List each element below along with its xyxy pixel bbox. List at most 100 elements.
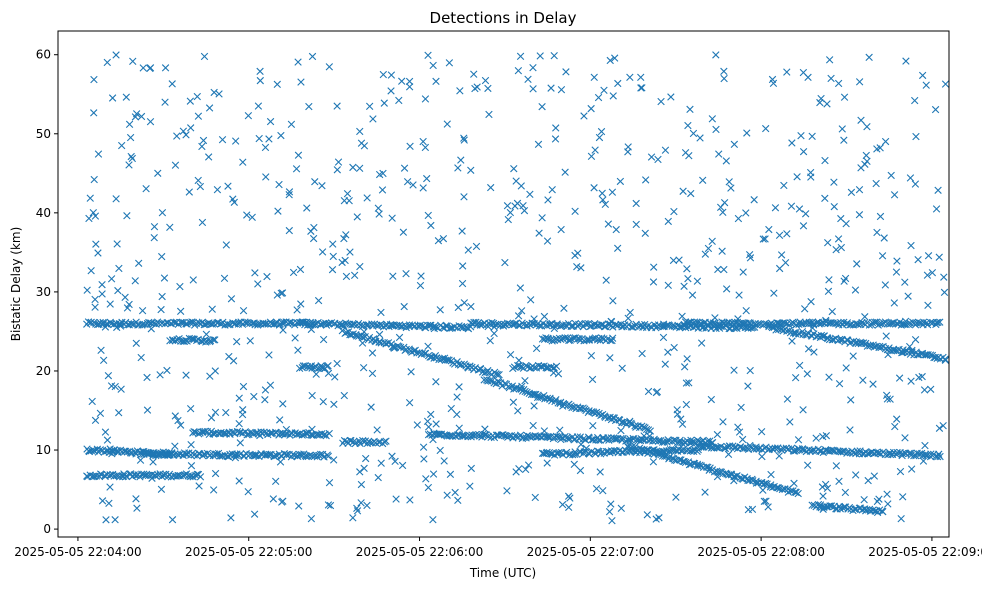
detection-marker: [154, 169, 162, 177]
detection-marker: [746, 254, 755, 262]
detection-marker: [254, 102, 263, 110]
detection-marker: [547, 84, 555, 92]
detection-marker: [445, 59, 454, 67]
detection-marker: [931, 105, 940, 114]
detection-marker: [608, 188, 617, 196]
detection-marker: [924, 301, 932, 310]
detection-marker: [349, 514, 357, 522]
detection-marker: [538, 102, 546, 111]
detection-marker: [106, 483, 114, 491]
detection-marker: [821, 194, 829, 203]
detection-marker: [365, 102, 374, 111]
detection-marker: [750, 196, 758, 204]
detection-marker: [641, 229, 649, 237]
detection-marker: [400, 164, 409, 172]
detection-marker: [405, 398, 414, 407]
detection-marker: [765, 225, 773, 234]
detection-marker: [176, 471, 184, 480]
detection-marker: [490, 323, 498, 331]
detection-marker: [285, 226, 293, 235]
detection-marker: [263, 272, 271, 281]
detection-marker: [227, 514, 235, 522]
detection-marker: [340, 234, 348, 243]
detection-marker: [649, 458, 658, 466]
detection-marker: [687, 436, 695, 445]
detection-marker: [367, 403, 375, 411]
detection-marker: [786, 418, 794, 426]
detection-marker: [738, 435, 747, 444]
detection-marker: [543, 459, 551, 467]
detection-marker: [87, 447, 96, 455]
detection-marker: [744, 506, 753, 514]
detection-marker: [309, 234, 318, 243]
detection-marker: [445, 356, 453, 364]
detection-marker: [708, 237, 716, 245]
detection-marker: [127, 152, 135, 161]
detection-marker: [358, 333, 366, 341]
detection-marker: [561, 334, 569, 342]
detection-marker: [906, 174, 915, 182]
detection-marker: [91, 416, 100, 425]
detection-marker: [176, 421, 185, 429]
detection-marker: [822, 316, 830, 325]
detection-marker: [655, 436, 663, 445]
detection-marker: [746, 441, 754, 450]
detection-marker: [531, 493, 539, 502]
detection-marker: [362, 454, 370, 463]
detection-marker: [424, 483, 433, 492]
detection-marker: [137, 353, 145, 362]
detection-marker: [733, 472, 741, 480]
detection-marker: [357, 480, 366, 489]
detection-marker: [804, 345, 813, 353]
detection-marker: [617, 504, 625, 512]
detection-marker: [697, 319, 706, 328]
detection-marker: [612, 225, 620, 234]
detection-marker: [218, 135, 227, 144]
detection-marker: [808, 132, 816, 141]
detection-marker: [429, 61, 437, 70]
detection-marker: [388, 321, 396, 329]
detection-marker: [173, 132, 181, 140]
detection-marker: [194, 176, 202, 185]
detection-marker: [340, 196, 349, 205]
detection-marker: [740, 320, 748, 328]
detection-marker: [935, 450, 943, 458]
detection-marker: [206, 372, 214, 380]
detection-marker: [911, 96, 919, 105]
detection-marker: [926, 351, 935, 359]
detection-marker: [458, 262, 467, 270]
detection-marker: [720, 319, 729, 327]
detection-marker: [107, 382, 116, 390]
detection-marker: [659, 333, 668, 342]
detection-marker: [854, 321, 862, 329]
detection-marker: [552, 124, 560, 132]
detection-marker: [670, 207, 678, 216]
detection-marker: [448, 432, 457, 440]
detection-marker: [801, 305, 809, 313]
detection-marker: [934, 186, 942, 194]
detection-marker: [266, 117, 275, 126]
detection-marker: [342, 231, 350, 239]
detection-marker: [682, 400, 691, 409]
detection-marker: [653, 388, 662, 396]
detection-marker: [326, 501, 335, 510]
detection-marker: [423, 174, 431, 183]
detection-marker: [261, 396, 269, 404]
detection-marker: [892, 268, 901, 276]
detection-marker: [447, 404, 455, 413]
detection-marker: [587, 152, 596, 160]
detection-marker: [135, 259, 143, 267]
detection-marker: [792, 488, 800, 497]
detection-marker: [330, 456, 338, 464]
detection-marker: [193, 92, 201, 101]
detection-marker: [701, 488, 709, 496]
detection-marker: [791, 374, 800, 382]
detection-marker: [596, 468, 604, 476]
detection-marker: [923, 271, 932, 279]
detection-marker: [380, 438, 389, 446]
detection-marker: [262, 320, 270, 328]
detection-marker: [429, 435, 437, 444]
detection-marker: [783, 230, 791, 238]
detection-marker: [799, 222, 808, 230]
detection-marker: [113, 240, 121, 248]
